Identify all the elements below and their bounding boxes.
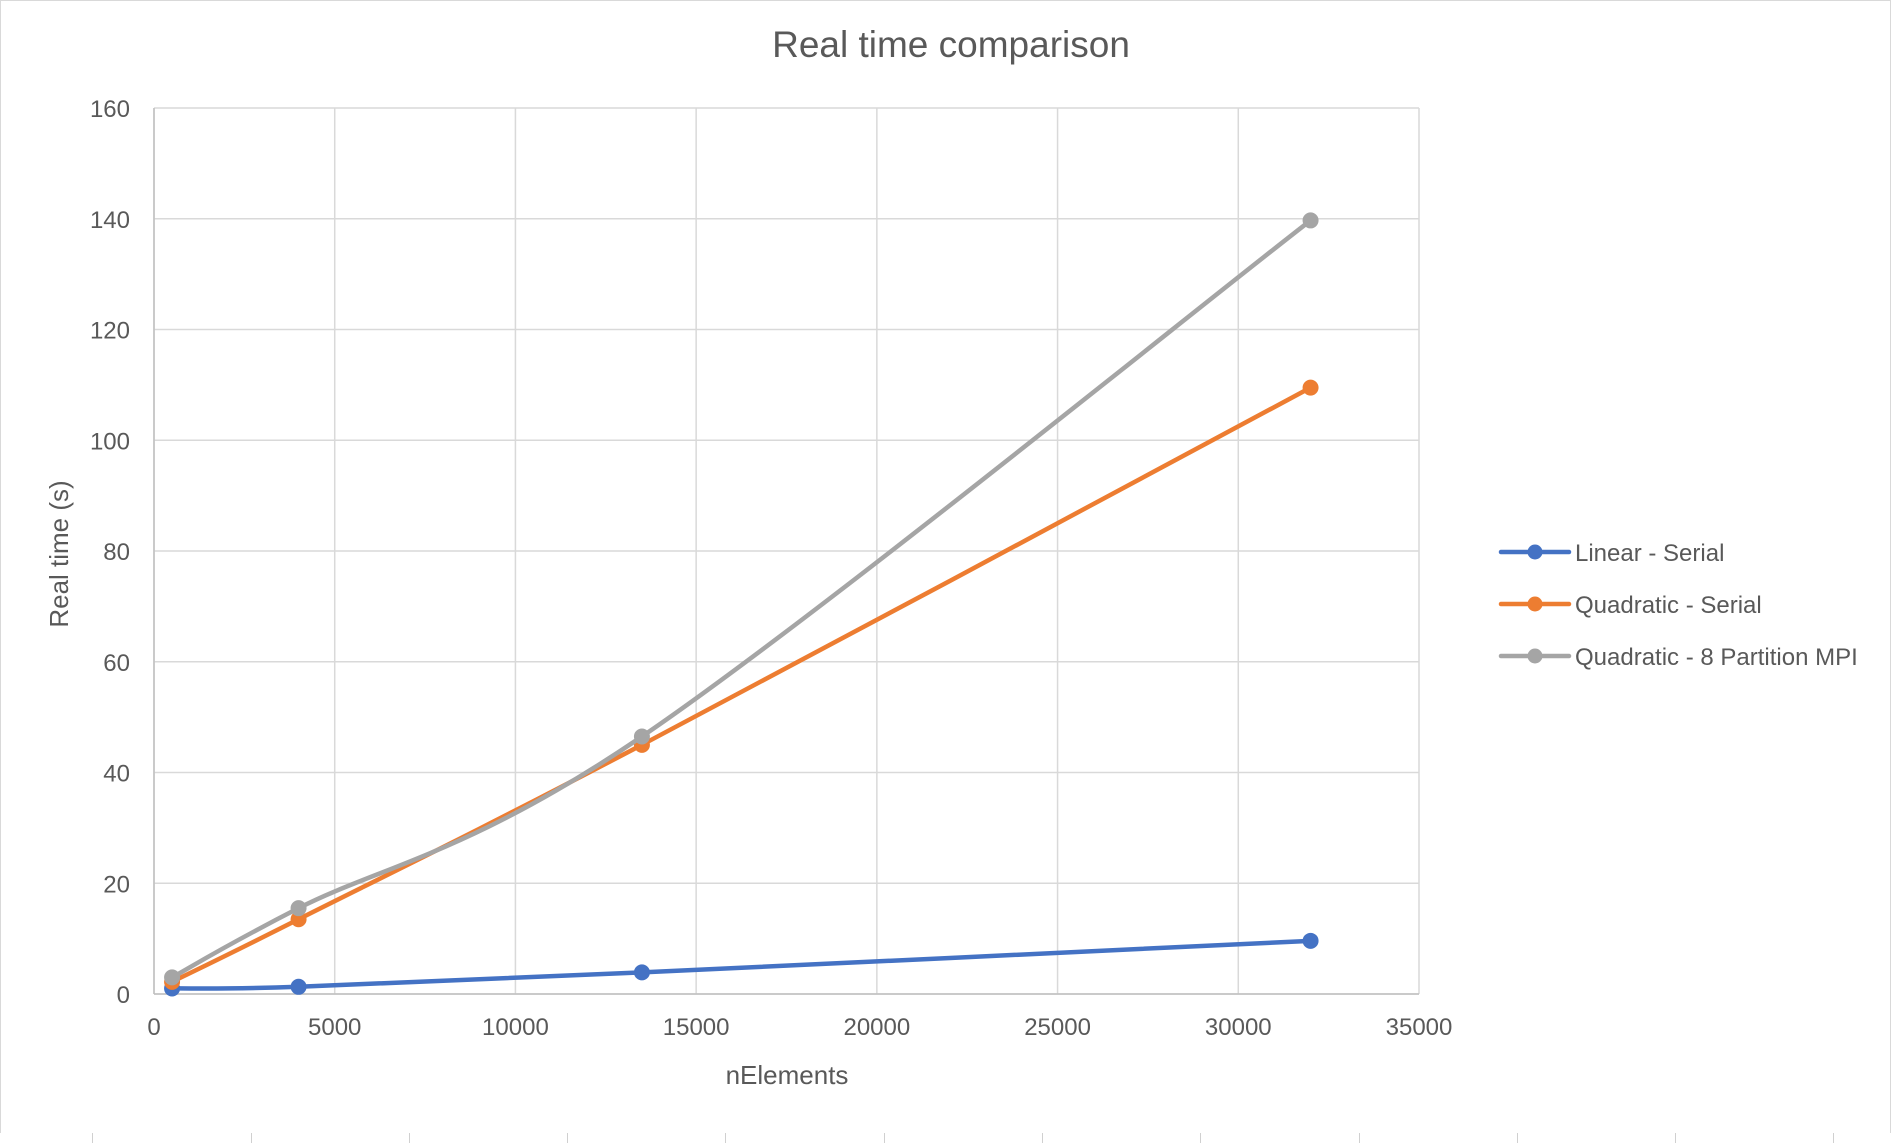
x-tick-label: 10000 bbox=[482, 1014, 549, 1041]
legend-label: Quadratic - Serial bbox=[1575, 592, 1762, 619]
x-tick-label: 35000 bbox=[1386, 1014, 1453, 1041]
series-lines bbox=[164, 212, 1319, 997]
axes: 0 20 40 60 80 100 120 140 160 0 5000 10000 15000 2000… bbox=[90, 96, 1452, 1041]
sheet-column-divider bbox=[251, 1133, 252, 1143]
x-tick-label: 15000 bbox=[663, 1014, 730, 1041]
legend-item: Quadratic - 8 Partition MPI bbox=[1498, 644, 1858, 671]
legend-marker bbox=[1527, 596, 1543, 612]
legend-item: Quadratic - Serial bbox=[1498, 592, 1762, 619]
legend: Linear - Serial Quadratic - Serial Quadrat… bbox=[1498, 540, 1858, 671]
data-point bbox=[633, 728, 650, 745]
y-tick-label: 20 bbox=[103, 871, 130, 898]
sheet-column-divider bbox=[884, 1133, 885, 1143]
data-point bbox=[1302, 379, 1319, 396]
sheet-column-divider bbox=[567, 1133, 568, 1143]
data-point bbox=[633, 964, 650, 981]
data-point bbox=[1302, 212, 1319, 229]
sheet-column-divider bbox=[1517, 1133, 1518, 1143]
gridlines bbox=[153, 107, 1420, 995]
y-tick-label: 160 bbox=[90, 96, 130, 123]
chart-title: Real time comparison bbox=[772, 24, 1130, 65]
sheet-column-divider bbox=[1833, 1133, 1834, 1143]
x-tick-label: 0 bbox=[147, 1014, 160, 1041]
sheet-column-divider bbox=[1042, 1133, 1043, 1143]
sheet-column-divider bbox=[725, 1133, 726, 1143]
sheet-column-divider bbox=[1200, 1133, 1201, 1143]
legend-item: Linear - Serial bbox=[1498, 540, 1724, 567]
series-line bbox=[169, 938, 1313, 991]
y-tick-label: 0 bbox=[117, 982, 130, 1009]
series-2 bbox=[164, 379, 1319, 990]
y-tick-label: 40 bbox=[103, 761, 130, 788]
y-axis-title: Real time (s) bbox=[44, 480, 74, 627]
legend-marker bbox=[1527, 544, 1543, 560]
sheet-column-divider bbox=[409, 1133, 410, 1143]
y-tick-label: 140 bbox=[90, 207, 130, 234]
sheet-column-divider bbox=[1359, 1133, 1360, 1143]
x-tick-label: 5000 bbox=[308, 1014, 361, 1041]
y-tick-label: 80 bbox=[103, 539, 130, 566]
sheet-column-divider bbox=[92, 1133, 93, 1143]
sheet-grid-strip bbox=[0, 1133, 1891, 1143]
x-tick-label: 20000 bbox=[843, 1014, 910, 1041]
series-3 bbox=[164, 212, 1319, 986]
sheet-column-divider bbox=[1675, 1133, 1676, 1143]
series-1 bbox=[164, 932, 1319, 997]
data-point bbox=[1302, 932, 1319, 949]
legend-label: Linear - Serial bbox=[1575, 540, 1724, 567]
series-line bbox=[169, 218, 1313, 980]
series-line bbox=[169, 385, 1313, 985]
data-point bbox=[290, 978, 307, 995]
data-point bbox=[164, 969, 181, 986]
data-point bbox=[290, 900, 307, 917]
y-tick-label: 120 bbox=[90, 318, 130, 345]
x-axis-title: nElements bbox=[726, 1060, 849, 1090]
legend-marker bbox=[1527, 648, 1543, 664]
y-tick-label: 100 bbox=[90, 428, 130, 455]
legend-label: Quadratic - 8 Partition MPI bbox=[1575, 644, 1858, 671]
x-tick-label: 30000 bbox=[1205, 1014, 1272, 1041]
x-tick-label: 25000 bbox=[1024, 1014, 1091, 1041]
y-tick-label: 60 bbox=[103, 650, 130, 677]
